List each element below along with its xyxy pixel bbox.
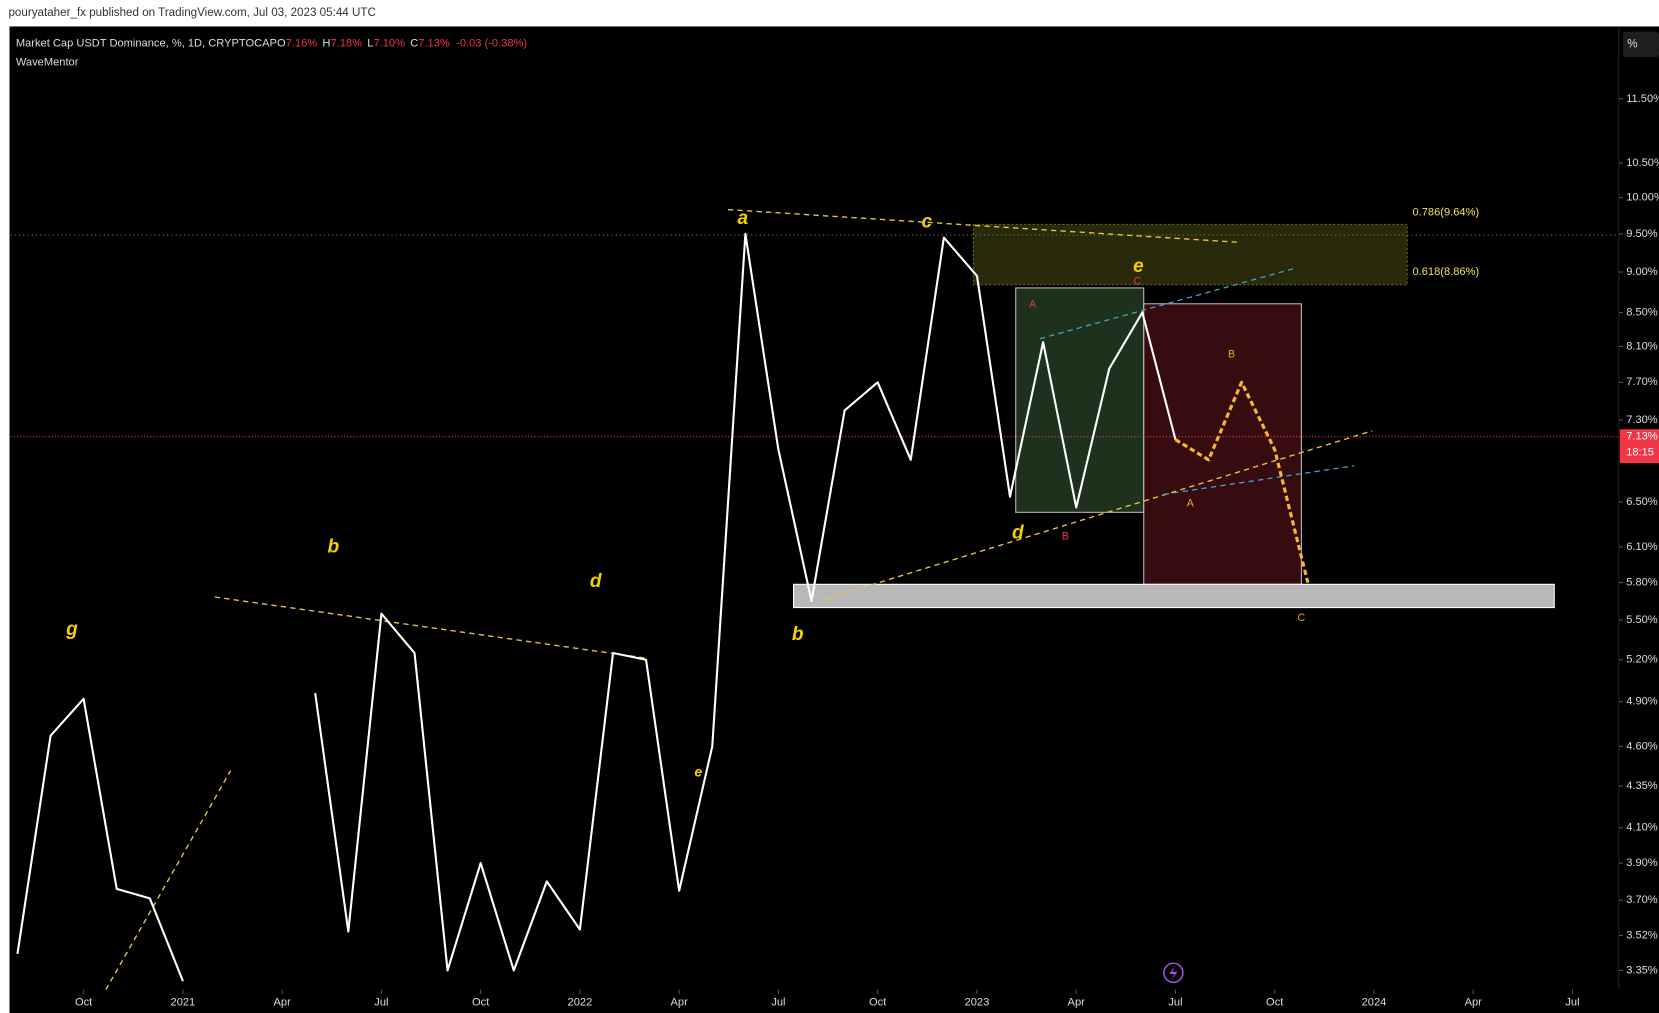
y-tick-label: 4.60% [1626,740,1658,752]
last-price-box [1619,429,1659,464]
x-tick-label: Jul [1565,996,1579,1008]
red-box [1143,303,1302,585]
projection-label: A [1187,498,1195,510]
ohlc-value: 7.10% [373,37,405,49]
x-tick-label: Apr [273,996,291,1008]
x-tick-label: Jul [374,996,388,1008]
trend-line [105,770,232,991]
ohlc-key: L [367,37,373,49]
wave-label: a [737,208,748,229]
y-tick-label: 4.90% [1626,696,1658,708]
wave-label: e [694,764,702,779]
green-box [1015,287,1145,513]
y-tick-label: 5.20% [1626,654,1658,666]
sub-wave-label: A [1029,299,1037,311]
y-tick-label: 6.50% [1626,496,1658,508]
ohlc: O7.16% H7.18% L7.10% C7.13% [277,37,450,49]
plot-background [9,26,1659,1013]
fib-zone [972,223,1408,286]
last-price-label: 7.13% [1626,431,1658,443]
x-tick-label: Apr [1465,996,1483,1008]
y-tick-label: 4.35% [1626,780,1658,792]
y-tick-label: 9.00% [1626,266,1658,278]
wave-label: b [792,624,804,645]
y-tick-label: 4.10% [1626,822,1658,834]
projection-label: C [1298,612,1306,624]
y-tick-label: 5.80% [1626,576,1658,588]
publisher: pouryataher_fx published on TradingView.… [8,6,375,19]
x-tick-label: Oct [1266,996,1283,1008]
alert-icon[interactable] [1163,962,1184,984]
alert-icon-bolt [1169,965,1178,981]
x-tick-label: Oct [75,996,92,1008]
fib-label: 0.786(9.64%) [1412,207,1479,219]
y-tick-label: 3.70% [1626,894,1658,906]
trend-lines [105,208,1373,991]
wave-label: g [65,619,78,640]
x-tick-label: 2024 [1362,996,1387,1008]
y-tick-label: 3.90% [1626,857,1658,869]
support-box [792,583,1555,609]
x-tick-label: Apr [671,996,689,1008]
y-tick-label: 3.35% [1626,964,1658,976]
ohlc-key: C [410,37,418,49]
wave-label: e [1133,256,1144,277]
x-tick-label: Apr [1068,996,1086,1008]
symbol-title: Market Cap USDT Dominance, %, 1D, CRYPTO… [16,37,528,49]
scale-button-label: % [1627,38,1637,51]
y-tick-label: 8.50% [1626,306,1658,318]
x-tick-label: Jul [1168,996,1182,1008]
wave-line [16,232,1177,982]
x-tick-label: Oct [472,996,489,1008]
y-tick-label: 6.10% [1626,541,1658,553]
ohlc-key: O [277,37,286,49]
wave-label: d [590,571,602,592]
trend-line [825,430,1373,600]
x-tick-label: 2023 [965,996,990,1008]
title: Market Cap USDT Dominance, %, 1D, CRYPTO… [16,37,277,49]
y-tick-label: 10.00% [1626,192,1659,204]
x-tick-label: 2022 [568,996,593,1008]
fib-label: 0.618(8.86%) [1412,266,1479,278]
projection-line [1174,380,1310,583]
y-tick-label: 7.30% [1626,414,1658,426]
wave-label: c [922,211,933,232]
x-tick-label: 2021 [171,996,196,1008]
y-tick-label: 11.50% [1626,93,1659,105]
ohlc-value: 7.18% [330,37,362,49]
y-tick-label: 5.50% [1626,614,1658,626]
sub-wave-label: C [1134,275,1142,287]
ohlc-key: H [322,37,330,49]
y-tick-label: 10.50% [1626,157,1659,169]
indicator: WaveMentor [16,56,79,68]
y-tick-label: 3.52% [1626,929,1658,941]
channel-lines [1039,268,1355,495]
x-tick-label: Jul [771,996,785,1008]
change: -0.03 (-0.38%) [456,37,527,49]
wave-label: d [1012,523,1024,544]
wave-label: b [327,536,339,557]
y-tick-label: 8.10% [1626,340,1658,352]
trend-line [214,596,648,660]
scale-button[interactable] [1623,31,1659,58]
sub-wave-label: B [1062,530,1069,542]
x-tick-label: Oct [869,996,886,1008]
projection-label: B [1228,348,1235,360]
countdown: 18:15 [1626,446,1654,458]
ohlc-value: 7.13% [418,37,450,49]
y-tick-label: 7.70% [1626,376,1658,388]
y-tick-label: 9.50% [1626,228,1658,240]
ohlc-value: 7.16% [286,37,318,49]
channel-line [1163,465,1355,495]
